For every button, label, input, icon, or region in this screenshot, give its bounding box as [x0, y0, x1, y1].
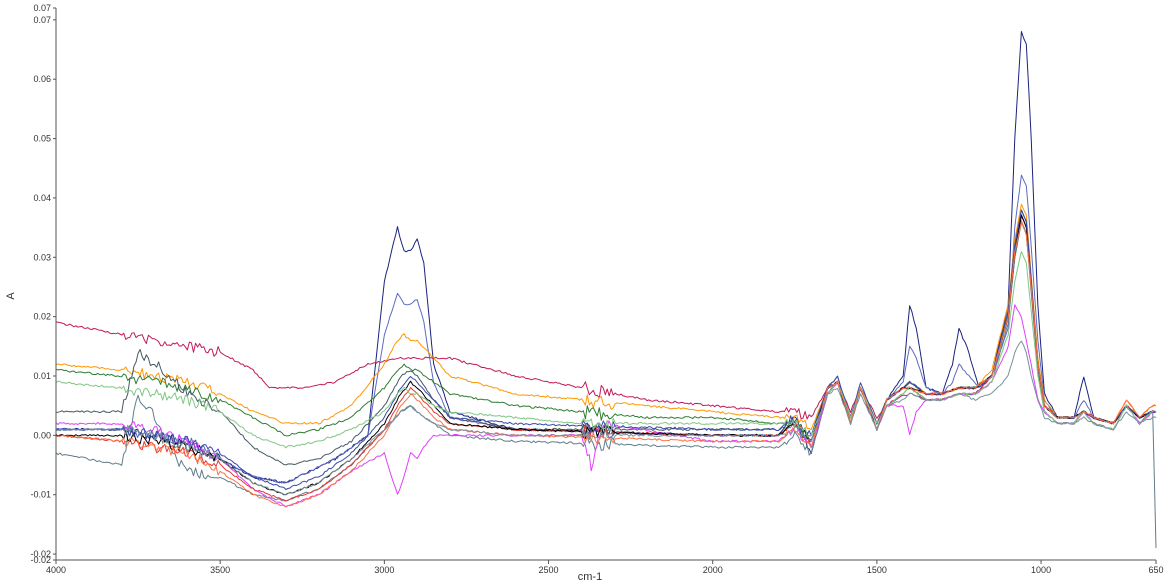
spectrum-series-line	[55, 251, 1157, 449]
x-tick-label: 3000	[374, 565, 394, 575]
x-tick-label: 1500	[867, 565, 887, 575]
ticks-layer: 4000 3500 3000 2500 2000 1500 1000 650 0.07 0.07 0…	[30, 3, 1163, 575]
spectrum-series-line	[55, 222, 1157, 437]
y-tick-label: 0.04	[33, 193, 51, 203]
y-tick-label: 0.06	[33, 74, 51, 84]
y-tick-label: -0.02	[30, 549, 51, 559]
axes-layer	[55, 8, 1156, 561]
x-tick-label: 3500	[210, 565, 230, 575]
y-tick-label: 0.05	[33, 134, 51, 144]
spectrum-series-line	[55, 174, 1157, 484]
y-tick-label: 0.01	[33, 371, 51, 381]
spectrum-series-line	[55, 203, 1157, 431]
x-tick-label: 2000	[703, 565, 723, 575]
spectrum-series-line	[55, 214, 1157, 496]
y-tick-label: 0.00	[33, 430, 51, 440]
spectrum-series-line	[55, 340, 1157, 496]
spectrum-series-line	[55, 209, 1157, 490]
y-tick-label: 0.07	[33, 3, 51, 13]
spectrum-series-line	[55, 221, 1157, 508]
x-tick-label: 650	[1148, 565, 1163, 575]
y-tick-label: -0.02	[30, 555, 51, 565]
x-tick-label: 2500	[539, 565, 559, 575]
spectrum-series-line	[55, 221, 1157, 549]
x-axis-title: cm-1	[578, 571, 602, 583]
y-tick-label: 0.07	[33, 15, 51, 25]
y-tick-label: -0.01	[30, 490, 51, 500]
series-layer	[55, 31, 1157, 549]
x-tick-label: 1000	[1031, 565, 1051, 575]
y-tick-label: 0.03	[33, 252, 51, 262]
spectrum-series-line	[55, 31, 1157, 484]
y-tick-label: 0.02	[33, 312, 51, 322]
y-axis-title: A	[5, 292, 17, 300]
x-tick-label: 4000	[46, 565, 66, 575]
spectrum-series-line	[55, 220, 1157, 424]
